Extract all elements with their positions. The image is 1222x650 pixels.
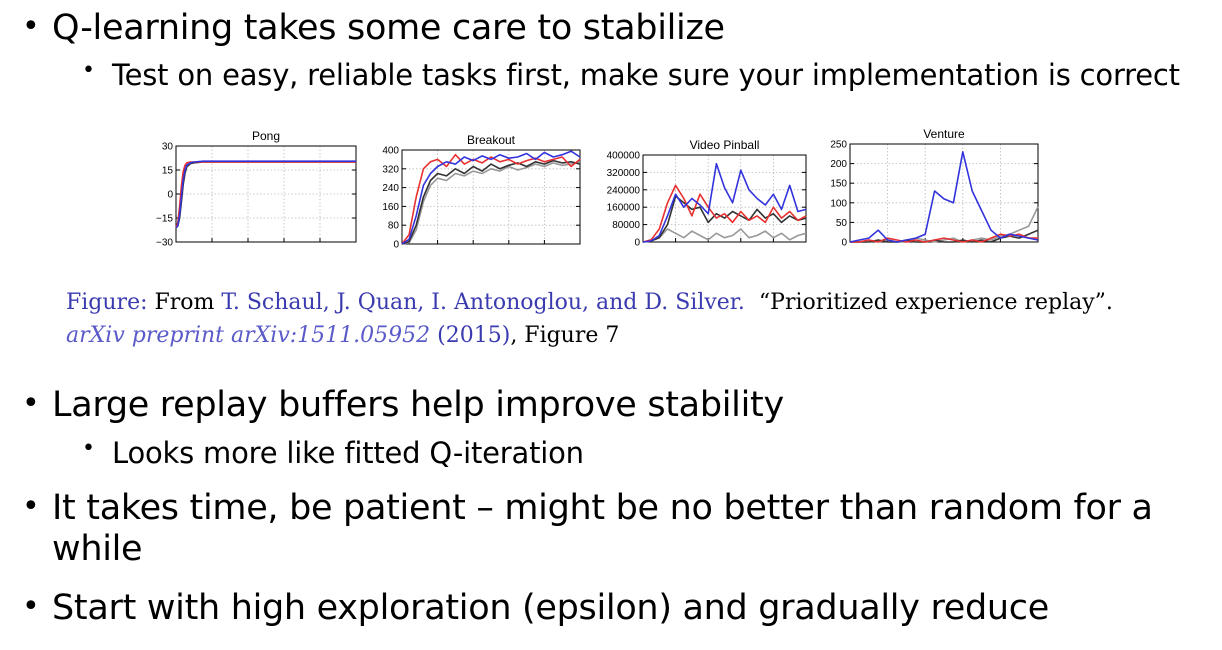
bullet-marker: • [22, 386, 40, 421]
y-tick-label: 15 [162, 166, 174, 177]
bullet-text-line1: It takes time, be patient – might be no … [52, 488, 1153, 528]
bullet-text: Start with high exploration (epsilon) an… [52, 588, 1049, 628]
y-tick-label: 0 [634, 238, 640, 249]
bullet-marker: • [22, 589, 40, 624]
y-tick-label: 30 [162, 142, 174, 153]
y-tick-label: 320000 [607, 168, 641, 179]
y-tick-label: 250 [830, 140, 847, 151]
y-tick-label: 200 [830, 159, 847, 170]
y-tick-label: 240000 [607, 185, 641, 196]
bullet-replay-buffers: • Large replay buffers help improve stab… [22, 385, 784, 426]
bullet-marker: • [22, 489, 40, 524]
caption-journal: arXiv preprint arXiv:1511.05952 [66, 323, 431, 348]
subbullet-fitted-q: • Looks more like fitted Q-iteration [82, 436, 584, 470]
bullet-text: Q-learning takes some care to stabilize [52, 8, 725, 48]
bullet-marker: • [82, 436, 95, 461]
series-line-gray [642, 228, 807, 243]
bullet-be-patient: • It takes time, be patient – might be n… [22, 488, 1153, 570]
subbullet-test-easy: • Test on easy, reliable tasks first, ma… [82, 58, 1180, 92]
bullet-exploration: • Start with high exploration (epsilon) … [22, 588, 1049, 629]
series-line-red [401, 153, 581, 245]
bullet-q-learning: • Q-learning takes some care to stabiliz… [22, 8, 725, 49]
y-tick-label: 0 [167, 190, 173, 201]
chart-title: Venture [923, 127, 965, 141]
figure-charts: 30150−15−30Pong400320240160800Breakout40… [156, 127, 1039, 251]
series-line-red [175, 161, 356, 228]
chart-frame [401, 149, 581, 245]
y-tick-label: 0 [841, 238, 847, 249]
y-tick-label: 240 [382, 183, 399, 194]
y-tick-label: 160 [382, 202, 399, 213]
y-tick-label: 400000 [607, 151, 641, 162]
bullet-text-line2: while [52, 529, 143, 569]
y-tick-label: 80000 [612, 220, 640, 231]
series-line-blue [849, 150, 1039, 243]
series-line-dark [175, 161, 356, 229]
caption-figure-label: Figure: [66, 290, 148, 315]
y-tick-label: 400 [382, 146, 399, 157]
caption-tail: , Figure 7 [510, 323, 620, 348]
caption-year: (2015) [437, 323, 511, 348]
series-line-dark [642, 195, 807, 243]
bullet-marker: • [82, 58, 95, 83]
chart-frame [175, 145, 357, 243]
series-line-blue [642, 162, 807, 243]
chart-frame [849, 143, 1039, 243]
bullet-text: Test on easy, reliable tasks first, make… [112, 58, 1180, 92]
y-tick-label: −30 [156, 238, 173, 249]
series-line-red [642, 184, 807, 243]
caption-authors: T. Schaul, J. Quan, I. Antonoglou, and D… [221, 290, 745, 315]
caption-paper-title: “Prioritized experience replay”. [758, 290, 1113, 315]
series-line-blue [175, 160, 356, 229]
figure-caption: Figure: From T. Schaul, J. Quan, I. Anto… [66, 286, 1146, 352]
caption-from: From [147, 290, 222, 315]
y-tick-label: 100 [830, 198, 847, 209]
chart-title: Breakout [467, 133, 516, 147]
bullet-marker: • [22, 9, 40, 44]
chart-title: Pong [252, 129, 280, 143]
chart-frame [642, 154, 807, 243]
y-tick-label: −15 [156, 214, 173, 225]
y-tick-label: 50 [836, 218, 848, 229]
series-line-blue [401, 150, 581, 245]
y-tick-label: 0 [393, 240, 399, 251]
series-line-dark [401, 159, 581, 245]
y-tick-label: 160000 [607, 203, 641, 214]
series-line-gray [401, 161, 581, 245]
chart-title: Video Pinball [690, 138, 760, 152]
y-tick-label: 150 [830, 179, 847, 190]
y-tick-label: 80 [388, 221, 400, 232]
bullet-text: Looks more like fitted Q-iteration [112, 436, 584, 470]
y-tick-label: 320 [382, 164, 399, 175]
series-line-red [850, 233, 1038, 243]
bullet-text: Large replay buffers help improve stabil… [52, 385, 784, 425]
